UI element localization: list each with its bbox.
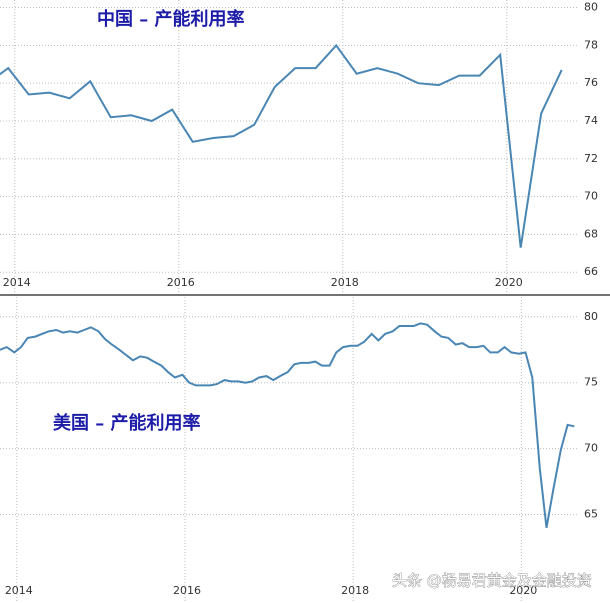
y-tick-label: 74 [584, 114, 598, 127]
x-tick-label: 2016 [173, 584, 201, 597]
y-tick-label: 78 [584, 38, 598, 51]
x-tick-label: 2018 [341, 584, 369, 597]
y-tick-label: 80 [584, 310, 598, 323]
x-tick-label: 2020 [509, 584, 537, 597]
y-tick-label: 76 [584, 76, 598, 89]
watermark: 头条 @杨易君黄金及金融投资 [392, 572, 592, 590]
y-tick-label: 66 [584, 265, 598, 278]
plot-area [0, 43, 563, 248]
x-tick-label: 2014 [3, 276, 31, 289]
chart-title: 中国 – 产能利用率 [97, 8, 245, 30]
data-line [0, 43, 563, 248]
x-tick-label: 2016 [167, 276, 195, 289]
x-tick-label: 2018 [331, 276, 359, 289]
y-tick-label: 80 [584, 1, 598, 14]
y-tick-label: 70 [584, 190, 598, 203]
y-tick-label: 75 [584, 376, 598, 389]
chart-title: 美国 – 产能利用率 [53, 412, 201, 434]
y-tick-label: 70 [584, 442, 598, 455]
y-tick-label: 72 [584, 152, 598, 165]
y-tick-label: 65 [584, 508, 598, 521]
data-line [0, 322, 575, 528]
y-tick-label: 68 [584, 227, 598, 240]
x-tick-label: 2020 [495, 276, 523, 289]
plot-area [0, 322, 575, 528]
x-tick-label: 2014 [5, 584, 33, 597]
